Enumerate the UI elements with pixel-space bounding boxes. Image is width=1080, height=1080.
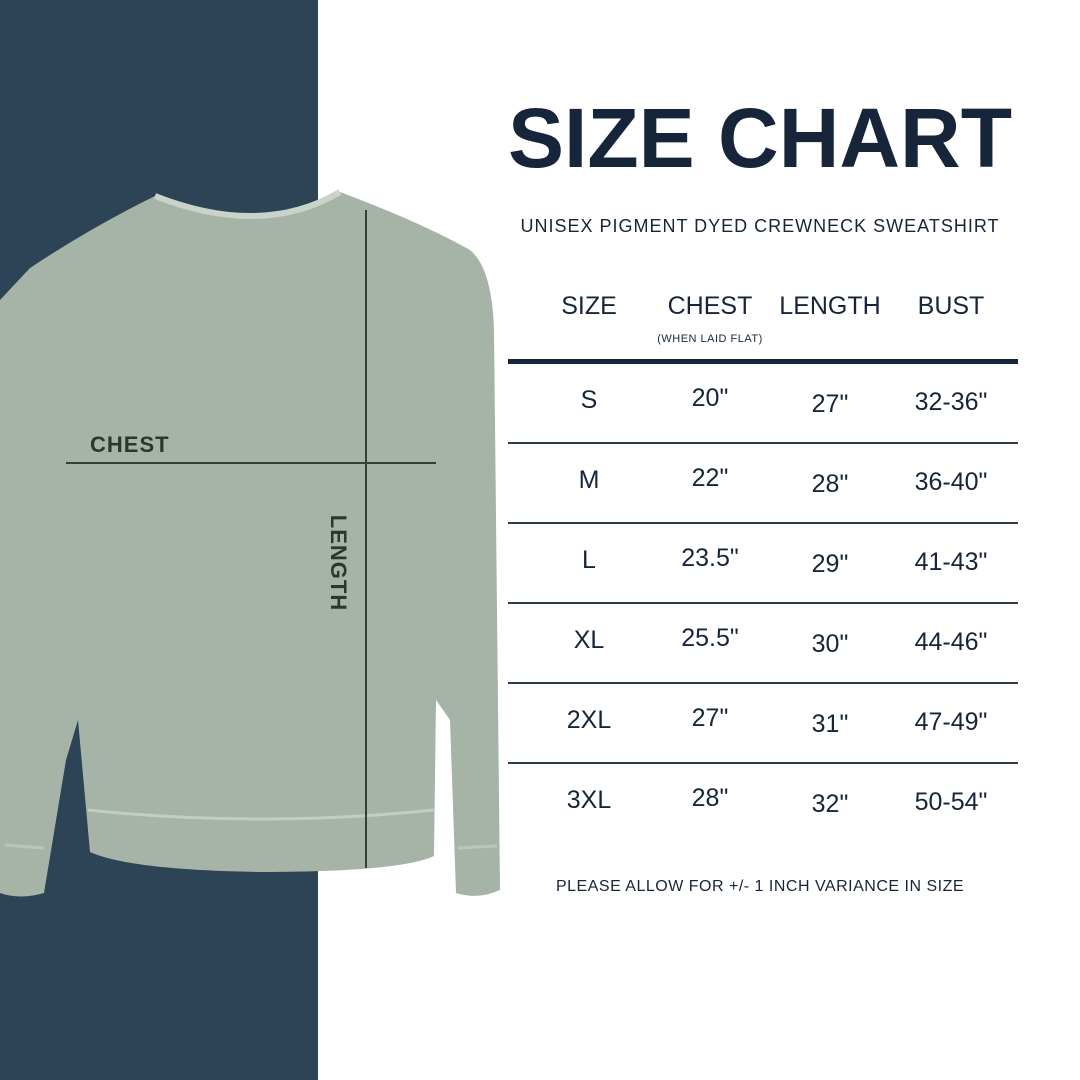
header-size: SIZE bbox=[561, 292, 617, 320]
row-divider bbox=[508, 442, 1018, 444]
header-chest: CHEST bbox=[667, 292, 753, 320]
page-title: SIZE CHART bbox=[508, 91, 1012, 185]
header-bust: BUST bbox=[917, 292, 985, 320]
row-6-size: 3XL bbox=[566, 786, 612, 814]
chest-label: CHEST bbox=[90, 432, 170, 457]
row-2-size: M bbox=[578, 466, 600, 494]
right-cuff-seam bbox=[457, 844, 498, 850]
row-1-bust: 32-36" bbox=[914, 388, 988, 416]
row-divider bbox=[508, 762, 1018, 764]
row-2-bust: 36-40" bbox=[914, 468, 988, 496]
row-1-chest: 20" bbox=[691, 384, 729, 412]
hem-seam bbox=[87, 808, 435, 821]
row-3-chest: 23.5" bbox=[681, 544, 739, 572]
row-5-chest: 27" bbox=[691, 704, 729, 732]
left-cuff-seam bbox=[4, 843, 45, 850]
row-5-size: 2XL bbox=[566, 706, 612, 734]
header-divider bbox=[508, 359, 1018, 364]
row-4-bust: 44-46" bbox=[914, 628, 988, 656]
row-divider bbox=[508, 602, 1018, 604]
row-1-length: 27" bbox=[811, 390, 849, 418]
row-divider bbox=[508, 682, 1018, 684]
row-3-size: L bbox=[582, 546, 596, 574]
row-2-chest: 22" bbox=[691, 464, 729, 492]
row-6-length: 32" bbox=[811, 790, 849, 818]
row-4-length: 30" bbox=[811, 630, 849, 658]
row-4-chest: 25.5" bbox=[681, 624, 739, 652]
row-1-size: S bbox=[580, 386, 598, 414]
header-length: LENGTH bbox=[779, 292, 881, 320]
row-5-length: 31" bbox=[811, 710, 849, 738]
row-3-length: 29" bbox=[811, 550, 849, 578]
row-6-chest: 28" bbox=[691, 784, 729, 812]
row-divider bbox=[508, 522, 1018, 524]
chest-note: (WHEN LAID FLAT) bbox=[657, 333, 763, 345]
length-label: LENGTH bbox=[326, 514, 351, 612]
sweatshirt-illustration bbox=[0, 189, 500, 897]
collar-seam bbox=[153, 189, 342, 220]
row-5-bust: 47-49" bbox=[914, 708, 988, 736]
sweatshirt-body bbox=[0, 192, 500, 897]
variance-note: PLEASE ALLOW FOR +/- 1 INCH VARIANCE IN … bbox=[555, 878, 965, 895]
subtitle: UNISEX PIGMENT DYED CREWNECK SWEATSHIRT bbox=[520, 216, 1000, 236]
row-6-bust: 50-54" bbox=[914, 788, 988, 816]
row-3-bust: 41-43" bbox=[914, 548, 988, 576]
row-2-length: 28" bbox=[811, 470, 849, 498]
row-4-size: XL bbox=[573, 626, 605, 654]
